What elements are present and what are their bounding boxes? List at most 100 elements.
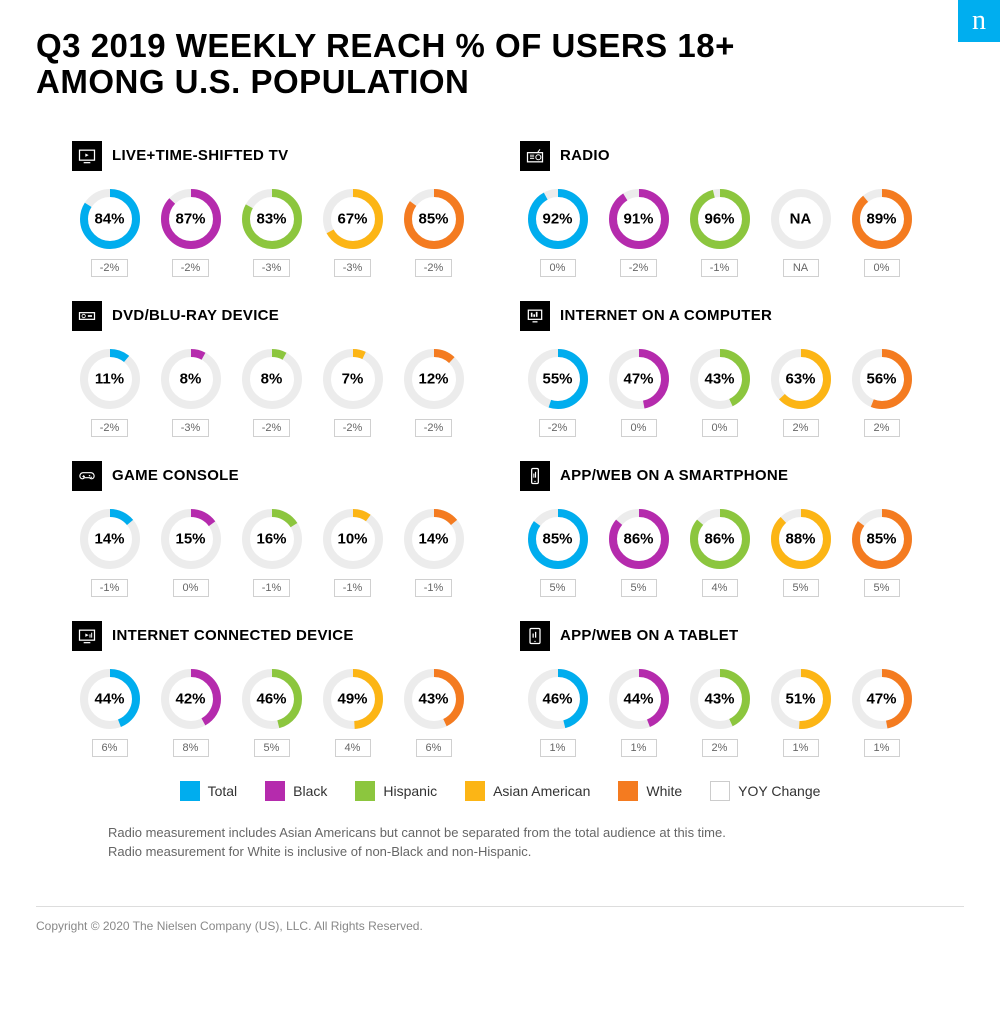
section: RADIO 92% 0% 91% -2% 96% [520, 141, 928, 277]
donut-chart: 87% [157, 185, 225, 253]
section-title: GAME CONSOLE [112, 467, 239, 484]
donut-chart: 7% [319, 345, 387, 413]
page-title: Q3 2019 WEEKLY REACH % OF USERS 18+ AMON… [36, 28, 736, 101]
donut-item: 46% 5% [234, 665, 309, 757]
donut-chart: 15% [157, 505, 225, 573]
donut-item: 87% -2% [153, 185, 228, 277]
yoy-change: 5% [864, 579, 900, 597]
yoy-change: -2% [620, 259, 658, 277]
yoy-change: 5% [783, 579, 819, 597]
donut-value: 67% [337, 210, 367, 227]
donut-chart: 56% [848, 345, 916, 413]
donut-item: 8% -3% [153, 345, 228, 437]
donut-value: 56% [866, 370, 896, 387]
donut-value: 8% [261, 370, 283, 387]
section-header: DVD/BLU-RAY DEVICE [72, 301, 480, 331]
yoy-change: -2% [91, 419, 129, 437]
donut-value: 14% [418, 530, 448, 547]
donut-row: 46% 1% 44% 1% 43% 2% 51% 1 [520, 665, 928, 757]
donut-item: 96% -1% [682, 185, 757, 277]
donut-row: 14% -1% 15% 0% 16% -1% 10% [72, 505, 480, 597]
yoy-change: 5% [540, 579, 576, 597]
legend-swatch-empty [710, 781, 730, 801]
donut-chart: 55% [524, 345, 592, 413]
footnote-line: Radio measurement includes Asian America… [108, 823, 892, 843]
donut-item: 47% 1% [844, 665, 919, 757]
donut-chart: 44% [605, 665, 673, 733]
donut-value: 10% [337, 530, 367, 547]
yoy-change: 1% [621, 739, 657, 757]
donut-item: 83% -3% [234, 185, 309, 277]
donut-value: 15% [175, 530, 205, 547]
donut-value: 7% [342, 370, 364, 387]
section-header: INTERNET CONNECTED DEVICE [72, 621, 480, 651]
yoy-change: -2% [415, 259, 453, 277]
yoy-change: 2% [783, 419, 819, 437]
yoy-change: -2% [334, 419, 372, 437]
legend-item: Black [265, 781, 327, 801]
donut-chart: 14% [400, 505, 468, 573]
donut-value: 86% [623, 530, 653, 547]
donut-item: 14% -1% [72, 505, 147, 597]
donut-chart: 16% [238, 505, 306, 573]
donut-chart: 85% [848, 505, 916, 573]
yoy-change: 5% [254, 739, 290, 757]
donut-value: 49% [337, 690, 367, 707]
yoy-change: -2% [415, 419, 453, 437]
donut-chart: 86% [686, 505, 754, 573]
donut-chart: 10% [319, 505, 387, 573]
section: INTERNET CONNECTED DEVICE 44% 6% 42% 8% [72, 621, 480, 757]
yoy-change: -1% [334, 579, 372, 597]
section: GAME CONSOLE 14% -1% 15% 0% 16% [72, 461, 480, 597]
yoy-change: -2% [253, 419, 291, 437]
donut-item: 43% 2% [682, 665, 757, 757]
yoy-change: -2% [539, 419, 577, 437]
section: LIVE+TIME-SHIFTED TV 84% -2% 87% -2% [72, 141, 480, 277]
section-header: APP/WEB ON A SMARTPHONE [520, 461, 928, 491]
yoy-change: -2% [172, 259, 210, 277]
footnote-line: Radio measurement for White is inclusive… [108, 842, 892, 862]
legend-item: Asian American [465, 781, 590, 801]
donut-chart: 86% [605, 505, 673, 573]
yoy-change: 5% [621, 579, 657, 597]
donut-chart: 14% [76, 505, 144, 573]
donut-item: 91% -2% [601, 185, 676, 277]
donut-item: 85% -2% [396, 185, 471, 277]
donut-item: 8% -2% [234, 345, 309, 437]
yoy-change: 0% [702, 419, 738, 437]
donut-value: 43% [418, 690, 448, 707]
donut-chart: 51% [767, 665, 835, 733]
donut-value: 46% [256, 690, 286, 707]
donut-item: 44% 1% [601, 665, 676, 757]
donut-chart: 67% [319, 185, 387, 253]
section: APP/WEB ON A TABLET 46% 1% 44% 1% [520, 621, 928, 757]
donut-chart: 96% [686, 185, 754, 253]
yoy-change: 0% [864, 259, 900, 277]
section-header: GAME CONSOLE [72, 461, 480, 491]
donut-chart: 8% [238, 345, 306, 413]
donut-value: 55% [542, 370, 572, 387]
donut-chart: 89% [848, 185, 916, 253]
donut-item: 63% 2% [763, 345, 838, 437]
dvd-icon [72, 301, 102, 331]
section: DVD/BLU-RAY DEVICE 11% -2% 8% -3% [72, 301, 480, 437]
donut-value: 84% [94, 210, 124, 227]
donut-item: 51% 1% [763, 665, 838, 757]
donut-value: 51% [785, 690, 815, 707]
donut-chart: 92% [524, 185, 592, 253]
yoy-change: 1% [864, 739, 900, 757]
donut-value: 83% [256, 210, 286, 227]
yoy-change: -1% [253, 579, 291, 597]
donut-item: 49% 4% [315, 665, 390, 757]
donut-item: 16% -1% [234, 505, 309, 597]
section-header: INTERNET ON A COMPUTER [520, 301, 928, 331]
donut-item: 86% 5% [601, 505, 676, 597]
section-title: APP/WEB ON A TABLET [560, 627, 738, 644]
donut-value: 14% [94, 530, 124, 547]
donut-value: 43% [704, 690, 734, 707]
donut-chart: 91% [605, 185, 673, 253]
section: INTERNET ON A COMPUTER 55% -2% 47% 0% [520, 301, 928, 437]
donut-item: 92% 0% [520, 185, 595, 277]
donut-value: 8% [180, 370, 202, 387]
donut-item: 14% -1% [396, 505, 471, 597]
